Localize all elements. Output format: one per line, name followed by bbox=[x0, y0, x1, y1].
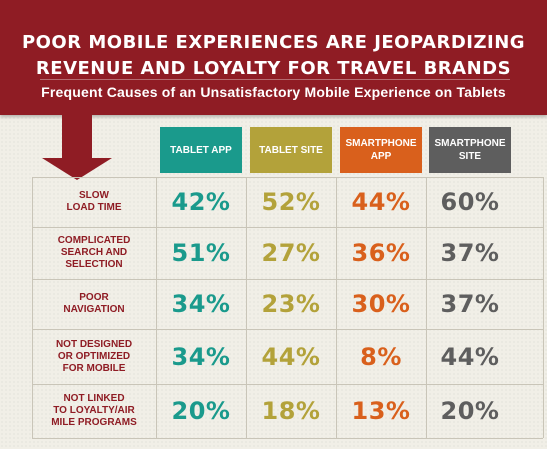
column-header: TABLET APP bbox=[160, 127, 242, 173]
row-label-text: NOT DESIGNED OR OPTIMIZED FOR MOBILE bbox=[55, 338, 133, 374]
grid-line bbox=[32, 438, 543, 439]
row-label: NOT LINKED TO LOYALTY/AIR MILE PROGRAMS bbox=[32, 384, 156, 438]
grid-line bbox=[426, 177, 427, 438]
column-header-label: SMARTPHONE SITE bbox=[434, 138, 506, 162]
data-cell: 34% bbox=[171, 342, 231, 371]
data-cell: 44% bbox=[351, 188, 411, 216]
column-header-label: TABLET SITE bbox=[259, 144, 323, 156]
data-cell: 37% bbox=[440, 290, 500, 318]
data-cell: 44% bbox=[261, 342, 321, 371]
grid-line bbox=[32, 384, 543, 385]
data-cell: 13% bbox=[351, 397, 411, 425]
title-line-1: POOR MOBILE EXPERIENCES ARE JEOPARDIZING bbox=[21, 32, 526, 53]
row-label-text: SLOW LOAD TIME bbox=[66, 190, 122, 213]
grid-line bbox=[246, 177, 247, 438]
data-cell: 23% bbox=[261, 290, 321, 318]
data-cell: 30% bbox=[351, 290, 411, 318]
data-cell: 34% bbox=[171, 290, 231, 318]
grid-line bbox=[32, 329, 543, 330]
column-header: TABLET SITE bbox=[250, 127, 332, 173]
grid-line bbox=[32, 177, 543, 178]
data-cell: 42% bbox=[171, 188, 231, 216]
row-label: POOR NAVIGATION bbox=[32, 279, 156, 329]
row-label-text: POOR NAVIGATION bbox=[63, 292, 125, 315]
title-line-2: REVENUE AND LOYALTY FOR TRAVEL BRANDS bbox=[35, 58, 512, 79]
row-label: COMPLICATED SEARCH AND SELECTION bbox=[32, 227, 156, 279]
row-label-text: NOT LINKED TO LOYALTY/AIR MILE PROGRAMS bbox=[51, 393, 137, 428]
data-cell: 20% bbox=[171, 397, 231, 425]
grid-line bbox=[156, 177, 157, 438]
data-cell: 27% bbox=[261, 239, 321, 267]
data-cell: 18% bbox=[261, 397, 321, 425]
data-cell: 51% bbox=[171, 239, 231, 267]
data-cell: 44% bbox=[440, 342, 500, 371]
data-cell: 36% bbox=[351, 239, 411, 267]
column-header-label: SMARTPHONE APP bbox=[345, 138, 417, 162]
data-cell: 8% bbox=[360, 342, 402, 371]
title-banner bbox=[0, 0, 547, 115]
row-label: SLOW LOAD TIME bbox=[32, 177, 156, 227]
column-header: SMARTPHONE SITE bbox=[429, 127, 511, 173]
grid-line bbox=[543, 177, 544, 438]
data-cell: 52% bbox=[261, 188, 321, 216]
page-subtitle: Frequent Causes of an Unsatisfactory Mob… bbox=[41, 84, 506, 100]
column-header-label: TABLET APP bbox=[170, 144, 232, 156]
row-label-text: COMPLICATED SEARCH AND SELECTION bbox=[57, 235, 131, 270]
row-label: NOT DESIGNED OR OPTIMIZED FOR MOBILE bbox=[32, 329, 156, 384]
page-title: POOR MOBILE EXPERIENCES ARE JEOPARDIZING… bbox=[0, 30, 547, 82]
grid-line bbox=[336, 177, 337, 438]
grid-line bbox=[32, 227, 543, 228]
arrow-stem bbox=[62, 100, 92, 160]
data-cell: 37% bbox=[440, 239, 500, 267]
title-divider bbox=[40, 79, 510, 80]
arrow-down-icon bbox=[42, 158, 112, 180]
data-cell: 60% bbox=[440, 188, 500, 216]
data-cell: 20% bbox=[440, 397, 500, 425]
column-header: SMARTPHONE APP bbox=[340, 127, 422, 173]
grid-line bbox=[32, 279, 543, 280]
